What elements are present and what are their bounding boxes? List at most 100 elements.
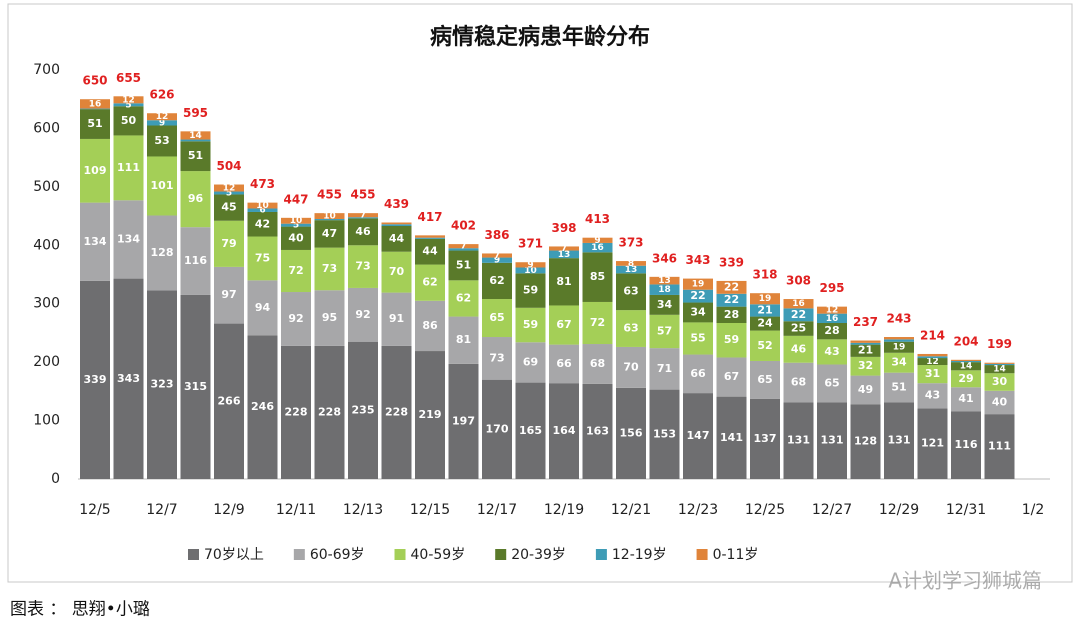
data-label: 116 <box>184 254 207 267</box>
bar-segment <box>984 390 1015 415</box>
bar-segment <box>348 218 378 246</box>
bar-segment <box>147 120 177 126</box>
bar-segment <box>214 323 244 479</box>
y-tick-label: 200 <box>33 354 60 370</box>
data-label: 51 <box>87 117 102 130</box>
total-label: 650 <box>82 74 107 88</box>
bar-segment <box>884 402 914 479</box>
bar-segment <box>716 280 747 294</box>
data-label: 14 <box>960 362 973 372</box>
data-label: 59 <box>724 333 739 346</box>
data-label: 134 <box>84 235 107 248</box>
x-tick-label: 12/19 <box>544 502 584 518</box>
bar-segment <box>716 357 747 397</box>
bar-segment <box>482 262 512 300</box>
bar-segment <box>314 290 345 346</box>
bar-segment <box>314 218 345 221</box>
bar-segment <box>549 383 579 479</box>
bar-segment <box>147 290 177 479</box>
bar-segment <box>649 389 680 479</box>
data-label: 21 <box>858 344 873 357</box>
data-label: 51 <box>188 149 203 162</box>
bar-segment <box>348 245 378 288</box>
bar-segment <box>549 258 579 306</box>
data-label: 13 <box>658 276 671 286</box>
bar-segment <box>850 404 881 479</box>
bar-segment <box>549 246 579 251</box>
data-label: 34 <box>891 356 907 369</box>
x-tick-label: 12/23 <box>678 502 718 518</box>
bar-segment <box>448 280 479 317</box>
bar-segment <box>381 292 412 346</box>
bar-segment <box>683 322 713 355</box>
data-label: 50 <box>121 114 137 127</box>
total-label: 626 <box>149 88 174 102</box>
bar-segment <box>582 301 613 345</box>
bar-segment <box>147 156 177 216</box>
data-label: 59 <box>523 318 538 331</box>
data-label: 12 <box>826 306 839 316</box>
bar-segment <box>616 273 646 311</box>
bar-segment <box>817 322 847 340</box>
data-label: 6 <box>259 206 265 216</box>
bar-segment <box>482 379 512 479</box>
data-label: 339 <box>84 373 107 386</box>
data-label: 69 <box>523 355 538 368</box>
total-label: 504 <box>216 159 241 173</box>
total-label: 402 <box>451 219 476 233</box>
bar-segment <box>448 250 479 281</box>
bar-segment <box>415 351 445 479</box>
bar-segment <box>616 265 646 274</box>
bar-segment <box>247 280 278 336</box>
data-label: 10 <box>323 212 336 222</box>
bar-segment <box>716 293 747 307</box>
legend-swatch <box>394 549 406 560</box>
data-label: 228 <box>285 405 308 418</box>
bar-segment <box>415 237 445 239</box>
bar-segment <box>549 305 579 345</box>
bar-segment <box>850 344 881 357</box>
data-label: 10 <box>524 266 537 276</box>
data-label: 68 <box>590 357 605 370</box>
data-label: 86 <box>422 319 438 332</box>
data-label: 134 <box>117 232 140 245</box>
bar-segment <box>783 299 814 309</box>
bar-segment <box>314 247 345 291</box>
chart-title: 病情稳定病患年龄分布 <box>430 24 650 50</box>
data-label: 75 <box>255 251 270 264</box>
bar-segment <box>683 393 713 479</box>
data-label: 16 <box>792 299 805 309</box>
data-label: 170 <box>486 422 509 435</box>
bar-segment <box>917 356 948 359</box>
x-tick-label: 1/2 <box>1022 502 1045 518</box>
data-label: 72 <box>590 316 605 329</box>
bar-segment <box>917 353 948 357</box>
data-label: 153 <box>653 427 676 440</box>
bar-segment <box>984 414 1015 479</box>
bar-segment <box>415 264 445 301</box>
bar-segment <box>850 340 881 343</box>
data-label: 235 <box>352 403 375 416</box>
bar-segment <box>281 345 311 479</box>
bar-segment <box>247 236 278 281</box>
data-label: 28 <box>824 324 839 337</box>
data-label: 55 <box>690 331 705 344</box>
x-tick-label: 12/27 <box>812 502 852 518</box>
bar-segment <box>247 335 278 479</box>
data-label: 79 <box>221 237 236 250</box>
bar-segment <box>247 208 278 212</box>
data-label: 22 <box>690 289 705 302</box>
data-label: 41 <box>958 392 973 405</box>
bar-segment <box>281 226 311 250</box>
x-tick-label: 12/5 <box>79 502 110 518</box>
bar-segment <box>214 191 244 195</box>
bar-segment <box>147 125 177 157</box>
bar-segment <box>482 257 512 263</box>
data-label: 70 <box>389 265 405 278</box>
y-tick-label: 400 <box>33 237 60 253</box>
bar-segment <box>180 131 211 140</box>
bar-segment <box>80 108 110 110</box>
bar-segment <box>113 135 144 201</box>
data-label: 66 <box>690 367 706 380</box>
total-label: 339 <box>719 255 744 269</box>
